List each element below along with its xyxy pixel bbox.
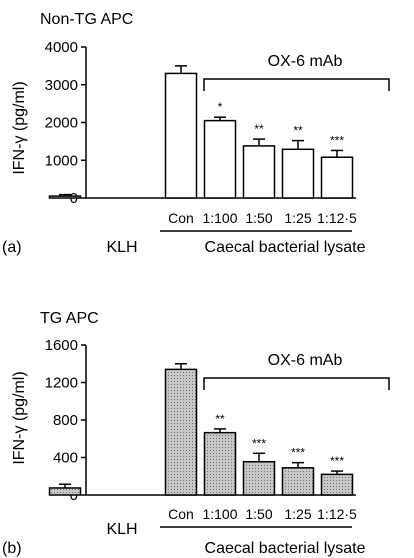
panel-b-title: TG APC [40, 310, 99, 327]
panel-a: Non-TG APC IFN-γ (pg/ml) (a) KLH Caecal … [2, 11, 390, 256]
panel-a-ylabel: IFN-γ (pg/ml) [11, 81, 28, 174]
panel-b-bar [164, 368, 198, 496]
panel-a-bar [320, 156, 354, 199]
panel-a-klh-label: KLH [106, 239, 137, 256]
panel-b-plot: 040080012001600Con**1:100***1:50***1:25*… [45, 337, 390, 528]
panel-b-bar [281, 467, 315, 496]
panel-a-category-label: 1:25 [284, 210, 311, 226]
panel-a-category-label: 1:12·5 [317, 210, 357, 226]
panel-a-bracket-label: OX-6 mAb [268, 53, 343, 70]
panel-a-y-tick-label: 3000 [45, 77, 78, 94]
panel-a-y-tick-label: 1000 [45, 152, 78, 169]
panel-a-bar [48, 195, 82, 199]
panel-b-bar [320, 473, 354, 496]
panel-b-bar [203, 431, 237, 496]
panel-a-title: Non-TG APC [40, 11, 133, 28]
panel-a-bar [203, 119, 237, 199]
panel-b-ylabel: IFN-γ (pg/ml) [11, 371, 28, 464]
panel-a-category-label: 1:50 [245, 210, 272, 226]
panel-a-category-label: 1:100 [202, 210, 237, 226]
panel-a-bar [281, 148, 315, 199]
panel-b-significance: *** [330, 454, 344, 468]
panel-b-bracket-label: OX-6 mAb [268, 352, 343, 369]
panel-b-klh-label: KLH [106, 521, 137, 538]
panel-b-y-tick-label: 400 [53, 450, 78, 467]
panel-a-bar [164, 72, 198, 199]
panel-a-group-label: Caecal bacterial lysate [205, 239, 366, 256]
panel-b-bracket [203, 377, 390, 390]
panel-b-significance: *** [252, 436, 266, 450]
panel-b-category-label: 1:50 [245, 506, 272, 522]
panel-a-significance: ** [254, 122, 264, 136]
panel-a-significance: ** [293, 124, 303, 138]
panel-b-category-label: 1:12·5 [317, 506, 357, 522]
panel-a-significance: * [218, 100, 223, 114]
panel-b-group-label: Caecal bacterial lysate [205, 540, 366, 557]
panel-b-y-tick-label: 1200 [45, 375, 78, 392]
panel-b-category-label: 1:25 [284, 506, 311, 522]
panel-b-category-label: Con [168, 506, 194, 522]
panel-a-y-tick-label: 2000 [45, 115, 78, 132]
panel-b-bar [48, 487, 82, 496]
panel-b-y-tick-label: 800 [53, 412, 78, 429]
panel-a-plot: 01000200030004000Con*1:100**1:50**1:25**… [45, 39, 390, 232]
panel-a-category-label: Con [168, 210, 194, 226]
panel-a-bracket [203, 78, 390, 91]
panel-a-bar [242, 145, 276, 199]
panel-b-category-label: 1:100 [202, 506, 237, 522]
panel-b-y-tick-label: 1600 [45, 337, 78, 354]
panel-b-bar [242, 460, 276, 496]
panel-a-y-tick-label: 4000 [45, 39, 78, 56]
panel-a-significance: *** [330, 133, 344, 147]
panel-b-label: (b) [2, 540, 22, 557]
panel-b-significance: *** [291, 446, 305, 460]
panel-b-significance: ** [215, 412, 225, 426]
panel-a-label: (a) [2, 239, 22, 256]
panel-b: TG APC IFN-γ (pg/ml) (b) KLH Caecal bact… [2, 310, 390, 557]
